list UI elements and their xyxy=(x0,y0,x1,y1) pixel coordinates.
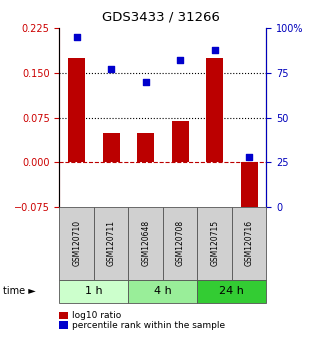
Bar xyxy=(171,121,189,162)
Bar xyxy=(137,133,154,162)
Bar xyxy=(102,133,120,162)
Point xyxy=(212,47,217,53)
Point xyxy=(74,34,79,40)
Text: GSM120708: GSM120708 xyxy=(176,220,185,267)
Text: time ►: time ► xyxy=(3,286,36,296)
Text: log10 ratio: log10 ratio xyxy=(72,311,121,320)
Text: GSM120716: GSM120716 xyxy=(245,220,254,267)
Text: percentile rank within the sample: percentile rank within the sample xyxy=(72,321,225,330)
Text: 24 h: 24 h xyxy=(220,286,244,296)
Text: 1 h: 1 h xyxy=(85,286,103,296)
Text: GSM120710: GSM120710 xyxy=(72,220,81,267)
Bar xyxy=(240,162,258,217)
Point xyxy=(108,67,114,72)
Point xyxy=(247,154,252,160)
Text: GDS3433 / 31266: GDS3433 / 31266 xyxy=(101,11,220,24)
Text: 4 h: 4 h xyxy=(154,286,172,296)
Text: GSM120711: GSM120711 xyxy=(107,221,116,266)
Bar xyxy=(68,58,85,162)
Bar xyxy=(206,58,223,162)
Text: GSM120715: GSM120715 xyxy=(210,220,219,267)
Point xyxy=(178,58,183,63)
Text: GSM120648: GSM120648 xyxy=(141,220,150,267)
Point xyxy=(143,79,148,85)
